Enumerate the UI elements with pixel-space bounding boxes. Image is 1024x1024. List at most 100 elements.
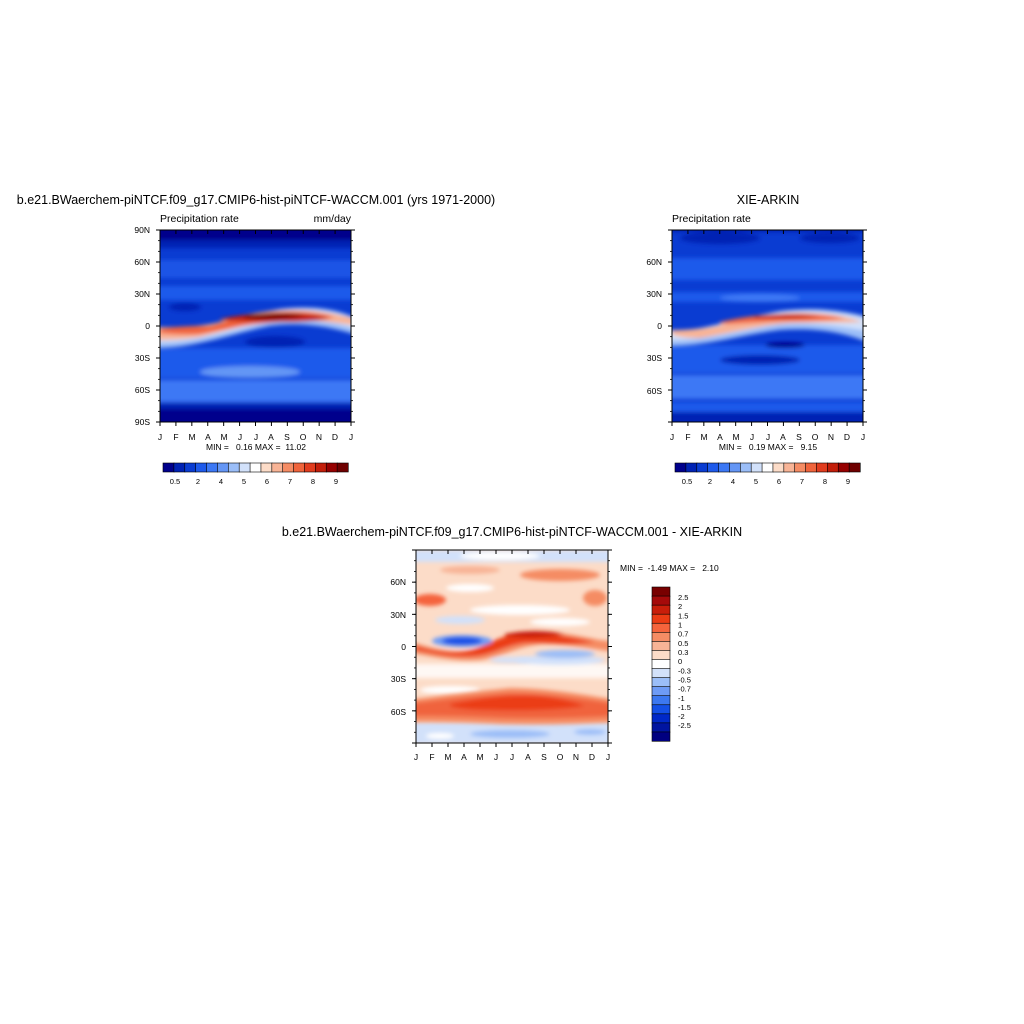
- colorbar-diff-swatch: [651, 686, 671, 697]
- colorbar-diff-swatch: [651, 641, 671, 652]
- colorbar-obs-label: 9: [846, 477, 850, 486]
- panel-obs-xtick-nov: N: [828, 432, 834, 442]
- colorbar-obs-label: 4: [731, 477, 735, 486]
- colorbar-diff-label: 0.7: [678, 630, 688, 639]
- colorbar-diff-swatch: [651, 595, 671, 606]
- panel-model-xtick-nov: N: [316, 432, 322, 442]
- panel-model-xtick-apr: A: [205, 432, 211, 442]
- panel-diff-xtick-jun: J: [494, 752, 498, 762]
- colorbar-obs-swatch: [772, 462, 785, 473]
- colorbar-diff-swatch: [651, 731, 671, 742]
- panel-diff-ytick-eq: 0: [401, 642, 406, 652]
- panel-diff-ytick-30n: 30N: [390, 610, 406, 620]
- panel-model-ytick-60s: 60S: [135, 385, 150, 395]
- colorbar-model-labels: 0.5 2 4 5 6 7 8 9: [170, 477, 338, 486]
- colorbar-diff-swatch: [651, 668, 671, 679]
- panel-model-xtick-dec: D: [332, 432, 338, 442]
- panel-model: b.e21.BWaerchem-piNTCF.f09_g17.CMIP6-his…: [17, 193, 495, 486]
- panel-diff-xtick-oct: O: [557, 752, 564, 762]
- colorbar-model-label: 7: [288, 477, 292, 486]
- panel-obs-ytick-60s: 60S: [647, 386, 662, 396]
- colorbar-obs-swatch: [729, 462, 741, 473]
- colorbar-model-swatch: [195, 462, 208, 473]
- colorbar-diff-swatch: [651, 695, 671, 706]
- colorbar-model-swatch: [293, 462, 306, 473]
- panel-model-ytick-30n: 30N: [134, 289, 150, 299]
- colorbar-diff-swatch: [651, 677, 671, 688]
- panel-model-ticks: [156, 229, 355, 426]
- colorbar-diff-label: 2: [678, 602, 682, 611]
- panel-diff-xtick-feb: F: [429, 752, 434, 762]
- panel-model-xtick-sep: S: [284, 432, 290, 442]
- colorbar-model-swatch: [304, 462, 316, 473]
- colorbar-diff-swatch: [651, 659, 671, 670]
- panel-model-ytick-90s: 90S: [135, 417, 150, 427]
- panel-obs-xtick-may: M: [732, 432, 739, 442]
- panel-obs-xtick-oct: O: [812, 432, 819, 442]
- panel-obs-ytick-30s: 30S: [647, 353, 662, 363]
- colorbar-obs-label: 7: [800, 477, 804, 486]
- colorbar-obs-swatch: [848, 462, 861, 473]
- colorbar-diff-swatch: [651, 704, 671, 715]
- colorbar-model-swatch: [238, 462, 251, 473]
- colorbar-model-swatch: [336, 462, 349, 473]
- panel-model-field: [160, 230, 351, 422]
- colorbar-obs-swatch: [794, 462, 807, 473]
- colorbar-obs-swatch: [696, 462, 709, 473]
- panel-model-xtick-oct: O: [300, 432, 307, 442]
- colorbar-model-swatch: [282, 462, 295, 473]
- panel-diff-xtick-jan2: J: [606, 752, 610, 762]
- colorbar-model-swatch: [260, 462, 273, 473]
- panel-diff-xtick-sep: S: [541, 752, 547, 762]
- colorbar-diff-label: 0: [678, 657, 682, 666]
- panel-model-ytick-60n: 60N: [134, 257, 150, 267]
- colorbar-obs-swatch: [750, 462, 763, 473]
- colorbar-diff-swatch: [651, 713, 671, 724]
- colorbar-obs: [674, 462, 861, 473]
- panel-model-ytick-30s: 30S: [135, 353, 150, 363]
- panel-obs-xtick-apr: A: [717, 432, 723, 442]
- colorbar-model: [162, 462, 349, 473]
- panel-diff-ytick-60s: 60S: [391, 707, 406, 717]
- panel-model-xtick-jul: J: [254, 432, 258, 442]
- colorbar-model-label: 5: [242, 477, 246, 486]
- colorbar-diff-swatch: [651, 722, 671, 733]
- panel-diff-field: [416, 550, 608, 743]
- colorbar-model-swatch: [249, 462, 262, 473]
- panel-model-xtick-aug: A: [268, 432, 274, 442]
- colorbar-model-label: 2: [196, 477, 200, 486]
- colorbar-diff-labels: 2.5 2 1.5 1 0.7 0.5 0.3 0 -0.3 -0.5 -0.7…: [678, 593, 691, 730]
- colorbar-model-swatch: [325, 462, 338, 473]
- panel-diff-ytick-60n: 60N: [390, 577, 406, 587]
- colorbar-diff-swatch: [651, 613, 671, 624]
- colorbar-diff-label: 0.5: [678, 639, 688, 648]
- colorbar-model-label: 0.5: [170, 477, 180, 486]
- colorbar-diff: [651, 586, 671, 742]
- colorbar-diff-label: -2: [678, 712, 685, 721]
- panel-obs-ytick-60n: 60N: [646, 257, 662, 267]
- colorbar-model-swatch: [217, 462, 229, 473]
- colorbar-obs-swatch: [816, 462, 828, 473]
- panel-obs-xtick-feb: F: [685, 432, 690, 442]
- colorbar-model-swatch: [206, 462, 219, 473]
- panel-obs-xtick-jun: J: [750, 432, 754, 442]
- colorbar-model-swatch: [315, 462, 327, 473]
- colorbar-obs-swatch: [805, 462, 818, 473]
- colorbar-model-swatch: [184, 462, 197, 473]
- panel-model-ytick-eq: 0: [145, 321, 150, 331]
- panel-obs-title: XIE-ARKIN: [737, 193, 800, 207]
- panel-diff-xtick-aug: A: [525, 752, 531, 762]
- colorbar-obs-swatch: [783, 462, 796, 473]
- colorbar-obs-swatch: [739, 462, 752, 473]
- panel-obs-xtick-jan: J: [670, 432, 674, 442]
- panel-obs-field: [672, 230, 863, 422]
- colorbar-obs-swatch: [674, 462, 687, 473]
- colorbar-obs-swatch: [827, 462, 839, 473]
- panel-diff-title: b.e21.BWaerchem-piNTCF.f09_g17.CMIP6-his…: [282, 525, 742, 539]
- panel-obs-xtick-mar: M: [700, 432, 707, 442]
- panel-model-minmax: MIN = 0.16 MAX = 11.02: [206, 442, 306, 452]
- colorbar-diff-label: -0.7: [678, 685, 691, 694]
- panel-model-xtick-jan2: J: [349, 432, 353, 442]
- panel-obs-xtick-aug: A: [780, 432, 786, 442]
